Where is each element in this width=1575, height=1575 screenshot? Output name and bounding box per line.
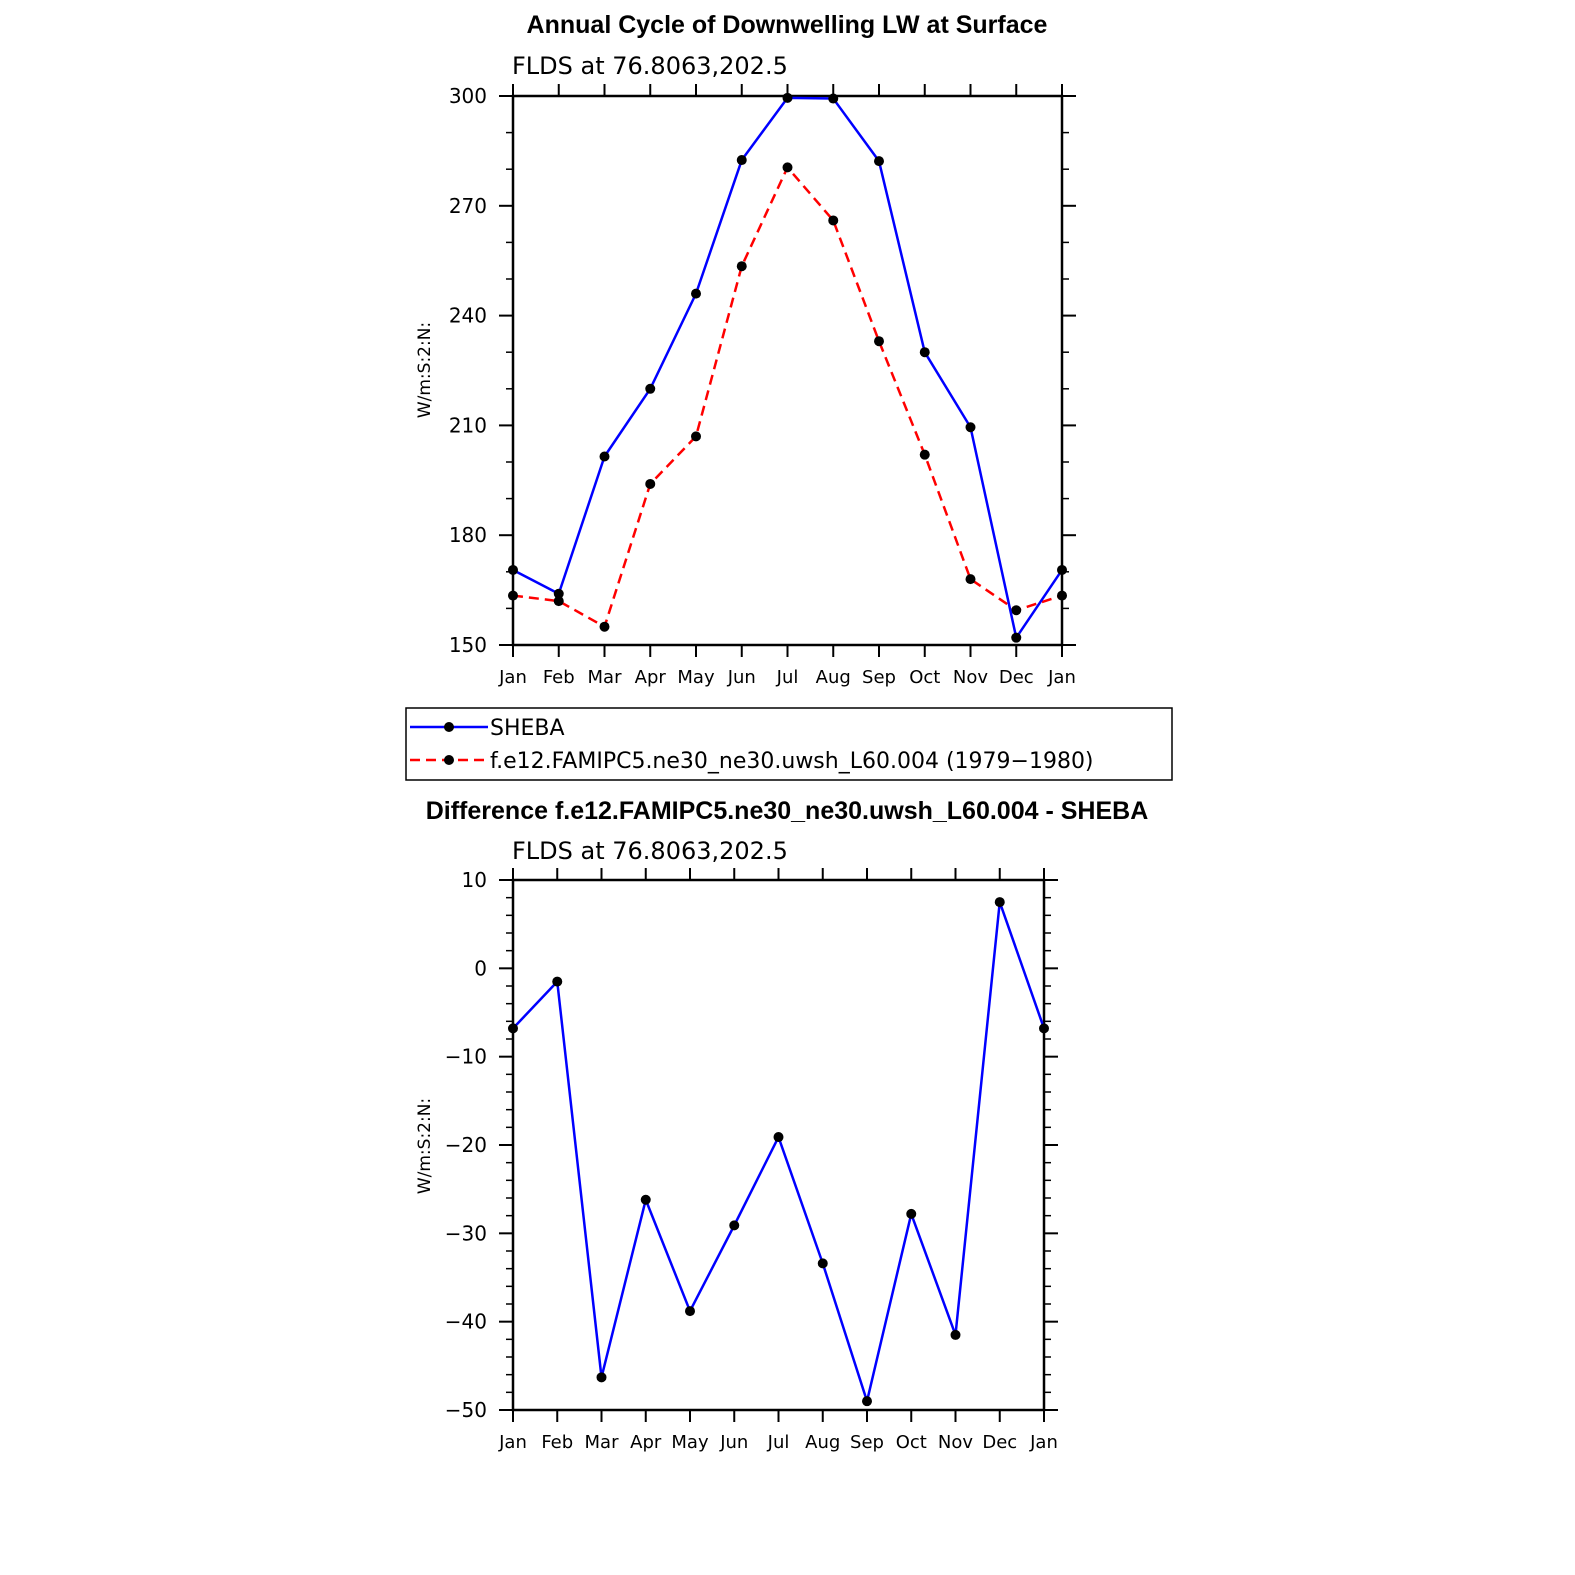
- y-tick-label: −40: [445, 1310, 487, 1334]
- data-point-series-0: [994, 897, 1005, 908]
- chart-2-subtitle: FLDS at 76.8063,202.5: [512, 837, 788, 865]
- x-tick-label: Mar: [585, 1432, 620, 1453]
- x-tick-label: Jul: [767, 1432, 790, 1453]
- data-point-series-0: [906, 1208, 917, 1219]
- y-tick-label: 270: [449, 194, 487, 218]
- data-point-series-0: [965, 422, 976, 433]
- data-point-series-0: [950, 1329, 961, 1340]
- x-tick-label: Jan: [498, 1432, 527, 1453]
- x-tick-label: Sep: [862, 667, 896, 688]
- data-point-series-0: [599, 451, 610, 462]
- chart-2-title: Difference f.e12.FAMIPC5.ne30_ne30.uwsh_…: [426, 797, 1149, 825]
- x-tick-label: Oct: [909, 667, 940, 688]
- chart-1-tick-labels: Jan Feb Mar Apr May Jun Jul Aug Sep Oct Nov Dec Jan 3…: [449, 84, 1076, 688]
- chart-1-series: [508, 92, 1067, 643]
- y-tick-label: −20: [445, 1133, 487, 1157]
- x-tick-label: Nov: [953, 667, 988, 688]
- data-point-series-1: [553, 596, 564, 607]
- y-tick-label: 180: [449, 523, 487, 547]
- data-point-series-1: [828, 215, 839, 226]
- x-tick-label: Jan: [498, 667, 527, 688]
- x-tick-label: Apr: [635, 667, 667, 688]
- x-tick-label: Mar: [588, 667, 623, 688]
- data-point-series-0: [691, 288, 701, 299]
- data-point-series-0: [773, 1132, 784, 1143]
- data-point-series-0: [685, 1306, 695, 1317]
- data-point-series-0: [736, 155, 747, 166]
- data-point-series-1: [599, 621, 610, 632]
- y-tick-label: 10: [462, 868, 487, 892]
- chart-2-axes: [499, 868, 1058, 1422]
- x-tick-label: Nov: [938, 1432, 973, 1453]
- chart-1-subtitle: FLDS at 76.8063,202.5: [512, 52, 788, 80]
- y-tick-label: 240: [449, 304, 487, 328]
- y-tick-label: 300: [449, 84, 487, 108]
- annual-cycle-chart: Annual Cycle of Downwelling LW at Surfac…: [415, 11, 1076, 688]
- y-tick-label: −30: [445, 1221, 487, 1245]
- chart-2-tick-labels: Jan Feb Mar Apr May Jun Jul Aug Sep Oct Nov Dec Jan 1…: [445, 868, 1058, 1453]
- data-point-series-0: [640, 1194, 651, 1205]
- data-point-series-0: [645, 383, 656, 394]
- x-tick-label: Jun: [719, 1432, 748, 1453]
- legend-model-marker: [444, 755, 454, 765]
- y-tick-label: 0: [474, 956, 487, 980]
- data-point-series-0: [1039, 1023, 1049, 1034]
- x-tick-label: Dec: [982, 1432, 1017, 1453]
- x-tick-label: Jun: [727, 667, 756, 688]
- data-point-series-0: [508, 1023, 518, 1034]
- y-tick-label: 210: [449, 413, 487, 437]
- data-point-series-0: [874, 156, 884, 167]
- x-tick-label: Jul: [776, 667, 799, 688]
- legend-box: [405, 707, 1173, 781]
- data-point-series-0: [596, 1372, 607, 1383]
- x-tick-label: Feb: [541, 1432, 573, 1453]
- legend: SHEBA f.e12.FAMIPC5.ne30_ne30.uwsh_L60.0…: [405, 707, 1173, 781]
- data-point-series-0: [729, 1220, 740, 1231]
- x-tick-label: Oct: [896, 1432, 927, 1453]
- data-point-series-1: [508, 590, 518, 601]
- data-point-series-1: [965, 574, 976, 585]
- x-tick-label: Feb: [543, 667, 575, 688]
- chart-2-y-axis-label: W/m:S:2:N:: [415, 1098, 435, 1194]
- data-point-series-1: [691, 431, 701, 442]
- x-tick-label: Sep: [850, 1432, 884, 1453]
- x-tick-label: Aug: [805, 1432, 840, 1453]
- data-point-series-0: [552, 976, 563, 987]
- x-tick-label: Jan: [1047, 667, 1076, 688]
- difference-chart: Difference f.e12.FAMIPC5.ne30_ne30.uwsh_…: [415, 797, 1148, 1453]
- y-tick-label: −10: [445, 1045, 487, 1069]
- x-tick-label: Dec: [999, 667, 1034, 688]
- chart-1-y-axis-label: W/m:S:2:N:: [415, 322, 435, 418]
- y-tick-label: −50: [445, 1398, 487, 1422]
- data-point-series-1: [1057, 590, 1067, 601]
- data-point-series-0: [919, 347, 930, 358]
- chart-1-title: Annual Cycle of Downwelling LW at Surfac…: [527, 11, 1048, 39]
- x-tick-label: Apr: [630, 1432, 662, 1453]
- data-point-series-1: [782, 162, 793, 173]
- legend-sheba-marker: [444, 722, 454, 732]
- data-point-series-1: [874, 336, 884, 347]
- data-point-series-0: [508, 564, 518, 575]
- data-point-series-0: [817, 1258, 828, 1269]
- x-tick-label: May: [677, 667, 715, 688]
- data-point-series-1: [1011, 605, 1022, 616]
- y-tick-label: 150: [449, 633, 487, 657]
- x-tick-label: Jan: [1029, 1432, 1058, 1453]
- data-point-series-0: [862, 1396, 872, 1407]
- data-point-series-1: [736, 261, 747, 272]
- legend-sheba-label: SHEBA: [490, 716, 565, 741]
- data-point-series-1: [919, 449, 930, 460]
- x-tick-label: May: [671, 1432, 709, 1453]
- data-point-series-1: [645, 478, 656, 489]
- chart-2-series: [508, 897, 1049, 1407]
- data-point-series-0: [782, 92, 793, 103]
- x-tick-label: Aug: [816, 667, 851, 688]
- data-point-series-0: [553, 588, 564, 599]
- legend-model-label: f.e12.FAMIPC5.ne30_ne30.uwsh_L60.004 (19…: [490, 749, 1094, 774]
- data-point-series-0: [828, 93, 839, 104]
- data-point-series-0: [1011, 632, 1022, 643]
- data-point-series-0: [1057, 564, 1067, 575]
